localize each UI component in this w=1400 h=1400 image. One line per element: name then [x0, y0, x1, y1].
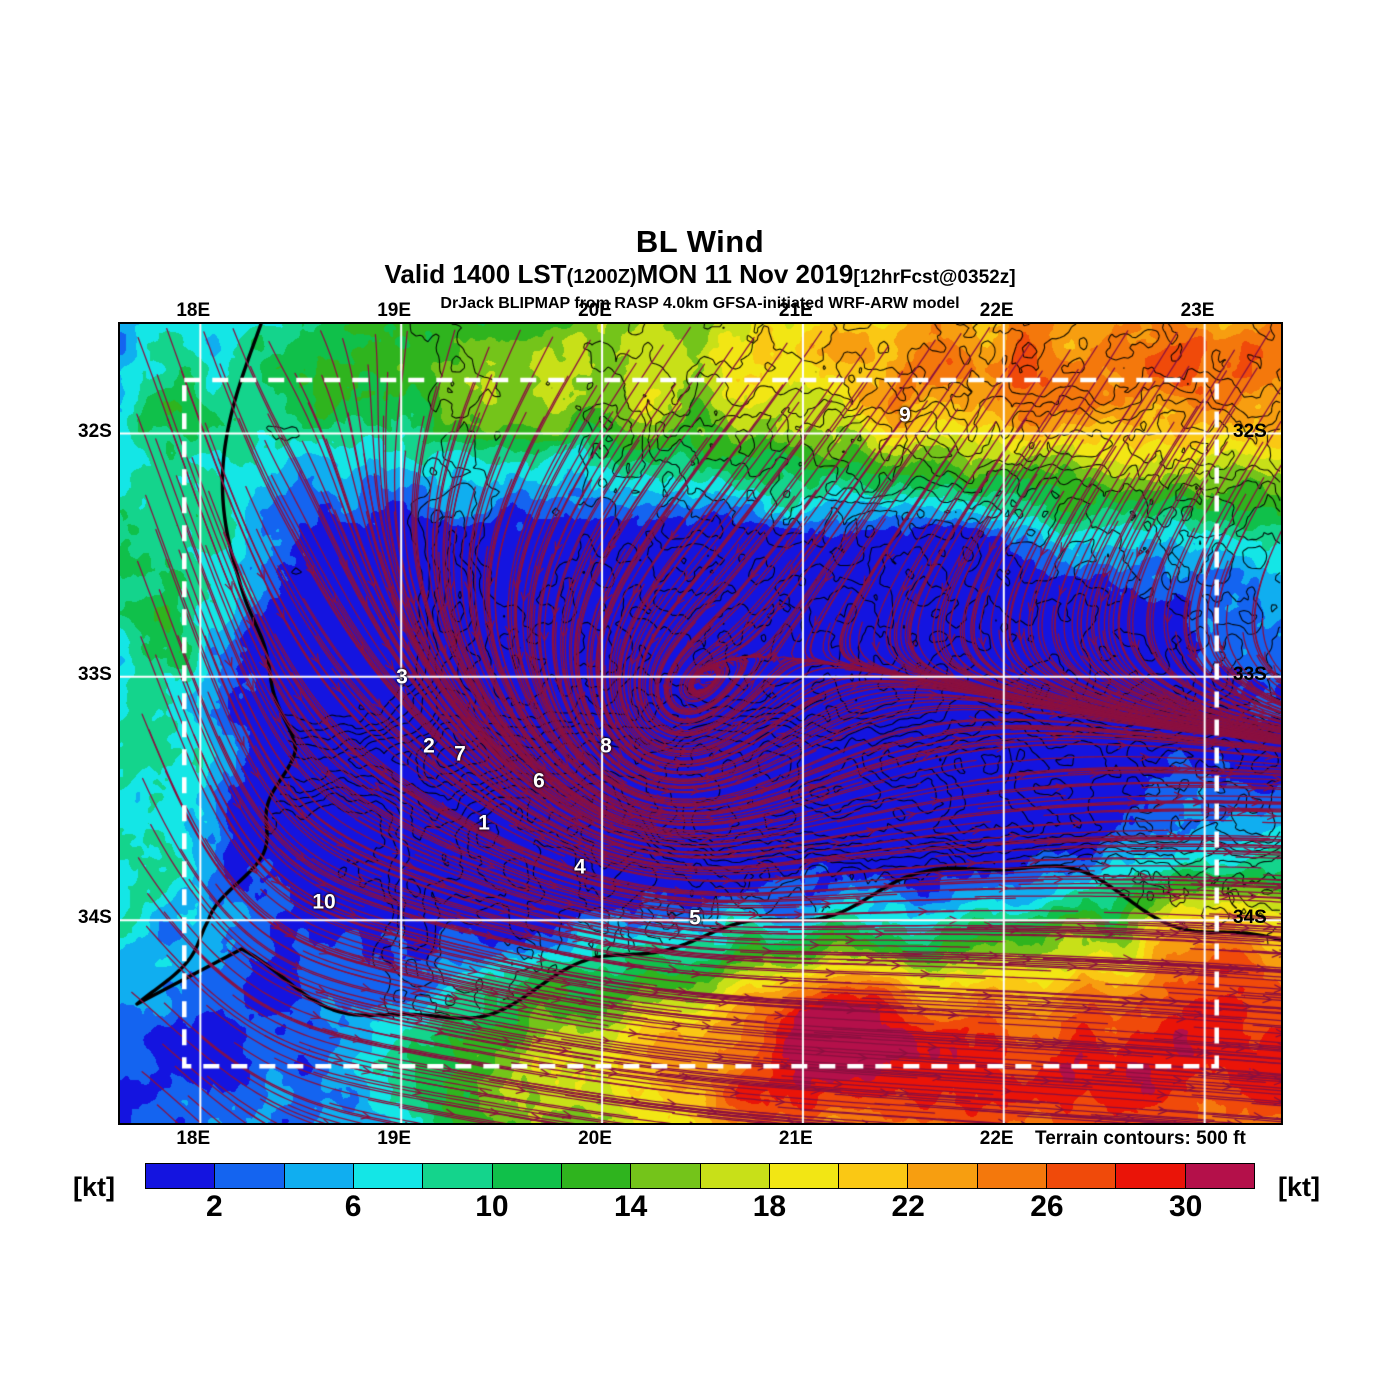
colorbar-tick-6: 6 — [344, 1190, 362, 1223]
colorbar-swatch-15[interactable] — [1185, 1164, 1254, 1188]
wind-field-canvas — [120, 324, 1281, 1123]
lon-label-bottom-22E: 22E — [979, 1128, 1014, 1149]
colorbar-tick-18: 18 — [752, 1190, 787, 1223]
colorbar-swatch-14[interactable] — [1116, 1164, 1186, 1188]
valid-prefix: Valid 1400 LST — [384, 259, 567, 289]
colorbar-swatch-3[interactable] — [353, 1164, 424, 1188]
colorbar-tick-10: 10 — [475, 1190, 509, 1223]
colorbar[interactable] — [145, 1163, 1255, 1189]
lon-label-top-21E: 21E — [778, 300, 813, 321]
model-description: DrJack BLIPMAP from RASP 4.0km GFSA-init… — [440, 295, 960, 312]
waypoint-marker-5[interactable]: 5 — [689, 906, 701, 930]
lat-label-right-32S: 32S — [1233, 420, 1267, 442]
colorbar-tick-26: 26 — [1030, 1190, 1064, 1223]
waypoint-marker-4[interactable]: 4 — [574, 855, 586, 879]
colorbar-swatch-10[interactable] — [839, 1164, 909, 1188]
weather-map[interactable]: 1 2 3 4 5 6 7 8 9 10 — [118, 322, 1283, 1125]
colorbar-swatch-9[interactable] — [769, 1164, 840, 1188]
waypoint-marker-10[interactable]: 10 — [312, 890, 336, 914]
lon-label-top-20E: 20E — [578, 300, 612, 321]
lat-label-left-34S: 34S — [78, 907, 112, 929]
colorbar-swatch-5[interactable] — [492, 1164, 562, 1188]
lon-label-top-23E: 23E — [1180, 300, 1215, 321]
terrain-contour-note: Terrain contours: 500 ft — [1035, 1128, 1246, 1149]
waypoint-marker-6[interactable]: 6 — [533, 769, 545, 793]
valid-date: MON 11 Nov 2019 — [636, 259, 854, 289]
forecast-tag: [12hrFcst@0352z] — [853, 267, 1016, 288]
lon-label-top-19E: 19E — [377, 300, 412, 321]
valid-utc: (1200Z) — [566, 266, 637, 288]
lat-label-right-34S: 34S — [1233, 907, 1267, 929]
valid-time-line: Valid 1400 LST(1200Z)MON 11 Nov 2019[12h… — [0, 259, 1400, 293]
waypoint-marker-3[interactable]: 3 — [396, 665, 408, 689]
lat-label-right-33S: 33S — [1233, 663, 1267, 685]
colorbar-swatch-1[interactable] — [215, 1164, 285, 1188]
colorbar-tick-22: 22 — [891, 1190, 925, 1223]
lon-label-bottom-18E: 18E — [176, 1128, 211, 1149]
colorbar-swatch-4[interactable] — [423, 1164, 493, 1188]
page-title: BL Wind — [635, 224, 765, 259]
colorbar-swatch-2[interactable] — [284, 1164, 354, 1188]
colorbar-swatch-11[interactable] — [908, 1164, 978, 1188]
lon-label-bottom-19E: 19E — [377, 1128, 412, 1149]
colorbar-tick-30: 30 — [1168, 1190, 1203, 1223]
waypoint-marker-1[interactable]: 1 — [478, 811, 490, 835]
lon-label-top-22E: 22E — [979, 300, 1014, 321]
lat-label-left-33S: 33S — [78, 663, 112, 685]
waypoint-marker-7[interactable]: 7 — [454, 742, 466, 766]
colorbar-swatch-8[interactable] — [700, 1164, 770, 1188]
colorbar-swatch-7[interactable] — [631, 1164, 701, 1188]
colorbar-swatch-6[interactable] — [561, 1164, 632, 1188]
colorbar-tick-2: 2 — [206, 1190, 223, 1223]
waypoint-marker-9[interactable]: 9 — [899, 403, 911, 427]
lon-label-top-18E: 18E — [176, 300, 211, 321]
colorbar-unit-left: [kt] — [73, 1172, 115, 1202]
title-block: BL Wind Valid 1400 LST(1200Z)MON 11 Nov … — [0, 225, 1400, 315]
lon-label-bottom-21E: 21E — [778, 1128, 813, 1149]
colorbar-swatch-13[interactable] — [1047, 1164, 1117, 1188]
waypoint-marker-2[interactable]: 2 — [423, 734, 435, 758]
colorbar-swatch-0[interactable] — [146, 1164, 216, 1188]
lon-label-bottom-20E: 20E — [578, 1128, 612, 1149]
waypoint-marker-8[interactable]: 8 — [600, 734, 612, 758]
lat-label-left-32S: 32S — [78, 420, 112, 442]
colorbar-tick-14: 14 — [613, 1190, 648, 1223]
colorbar-unit-right: [kt] — [1278, 1172, 1320, 1202]
colorbar-swatch-12[interactable] — [977, 1164, 1048, 1188]
